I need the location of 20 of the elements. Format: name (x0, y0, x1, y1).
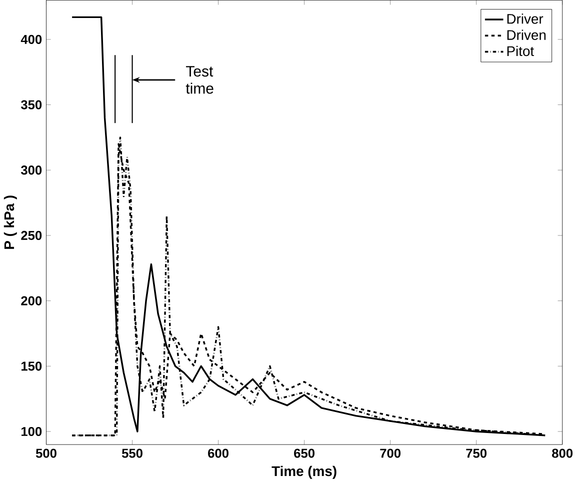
x-axis-title: Time (ms) (272, 466, 336, 479)
x-tick-label: 550 (122, 448, 142, 458)
y-tick-label: 400 (20, 34, 42, 44)
y-tick-label: 250 (21, 231, 42, 240)
x-tick-label: 600 (208, 448, 228, 458)
y-tick-label: 100 (21, 427, 42, 436)
legend-label: Pitot (507, 46, 534, 56)
x-tick-label: 800 (552, 448, 573, 458)
legend-label: Driver (507, 14, 544, 24)
x-tick-label: 750 (466, 448, 487, 458)
x-tick-label: 500 (36, 448, 56, 458)
annotation: Test time (186, 66, 214, 94)
x-tick-label: 650 (294, 448, 314, 458)
y-axis-title: P ( kPa ) (4, 196, 17, 250)
y-tick-label: 150 (21, 362, 42, 371)
y-tick-label: 200 (21, 296, 42, 306)
legend-label: Driven (507, 30, 546, 40)
y-tick-label: 300 (20, 166, 42, 175)
y-tick-label: 350 (20, 100, 42, 110)
x-tick-label: 700 (380, 448, 401, 458)
